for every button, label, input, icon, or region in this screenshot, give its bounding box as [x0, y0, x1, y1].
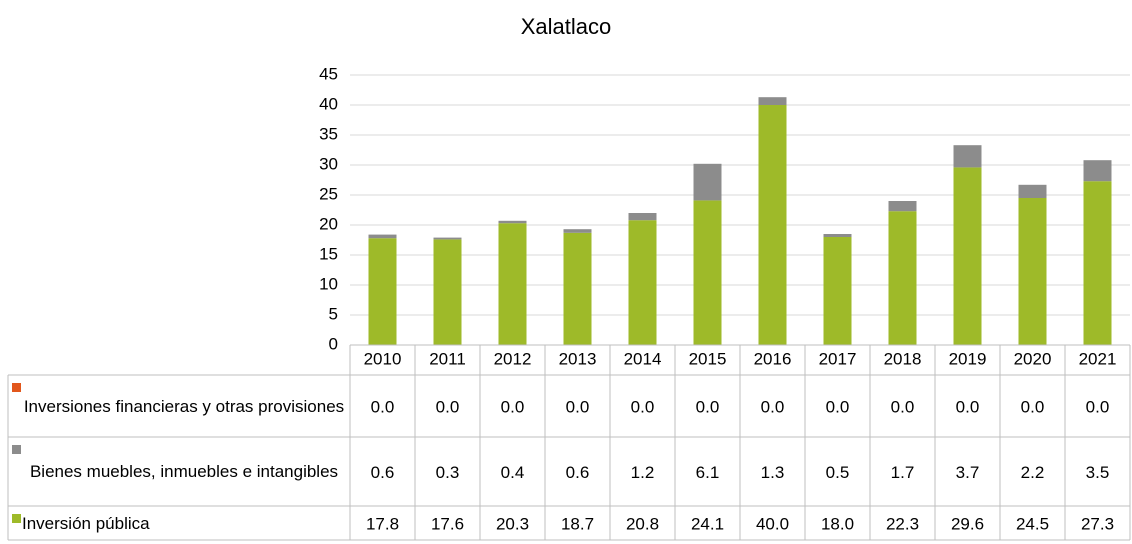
legend-label: Inversiones financieras y otras provisio… [23, 396, 345, 416]
data-label: 2.2 [1021, 463, 1045, 482]
bar-segment [823, 237, 852, 345]
y-tick-label: 35 [319, 124, 338, 143]
x-tick-label: 2013 [559, 349, 597, 368]
bar-segment [1018, 184, 1047, 198]
legend-swatch [12, 383, 21, 392]
y-tick-label: 40 [319, 94, 338, 113]
data-label: 0.0 [1021, 397, 1045, 416]
bar-segment [1083, 160, 1112, 182]
y-tick-label: 0 [329, 334, 338, 353]
data-label: 0.5 [826, 463, 850, 482]
bar-segment [563, 232, 592, 345]
x-tick-label: 2015 [689, 349, 727, 368]
bar-segment [693, 163, 722, 201]
bar-segment [758, 97, 787, 105]
data-label: 0.0 [696, 397, 720, 416]
data-label: 0.0 [1086, 397, 1110, 416]
bar-segment [693, 200, 722, 345]
bar-segment [823, 234, 852, 237]
data-label: 0.4 [501, 463, 525, 482]
bar-segment [888, 211, 917, 345]
legend-swatch [12, 514, 21, 523]
bar-segment [433, 239, 462, 345]
bar-segment [888, 201, 917, 212]
x-tick-label: 2011 [429, 349, 466, 368]
bar-segment [563, 229, 592, 233]
data-label: 0.0 [826, 397, 850, 416]
bar-segment [758, 105, 787, 345]
legend-label-box: Bienes muebles, inmuebles e intangibles [29, 462, 339, 481]
data-label: 3.7 [956, 463, 980, 482]
y-tick-label: 15 [319, 244, 338, 263]
data-label: 1.7 [891, 463, 915, 482]
bar-segment [368, 238, 397, 345]
legend-label: Bienes muebles, inmuebles e intangibles [29, 462, 339, 481]
x-tick-label: 2018 [884, 349, 922, 368]
data-label: 0.0 [371, 397, 395, 416]
bar-segment [953, 167, 982, 345]
data-label: 6.1 [696, 463, 720, 482]
x-tick-label: 2010 [364, 349, 402, 368]
y-tick-label: 25 [319, 184, 338, 203]
data-label: 40.0 [756, 514, 789, 533]
data-label: 24.5 [1016, 514, 1049, 533]
x-tick-label: 2014 [624, 349, 662, 368]
bar-segment [628, 220, 657, 345]
x-tick-label: 2012 [494, 349, 532, 368]
data-label: 0.0 [761, 397, 785, 416]
data-label: 20.8 [626, 514, 659, 533]
legend-label-box: Inversiones financieras y otras provisio… [23, 396, 345, 416]
bar-segment [953, 145, 982, 168]
data-label: 0.6 [566, 463, 590, 482]
x-tick-label: 2019 [949, 349, 987, 368]
data-label: 0.0 [891, 397, 915, 416]
bar-segment [628, 213, 657, 221]
data-label: 22.3 [886, 514, 919, 533]
legend-swatch [12, 445, 21, 454]
data-label: 0.0 [501, 397, 525, 416]
x-tick-label: 2020 [1014, 349, 1052, 368]
bar-segment [368, 234, 397, 239]
bar-segment [1018, 198, 1047, 345]
x-tick-label: 2016 [754, 349, 792, 368]
data-label: 3.5 [1086, 463, 1110, 482]
data-label: 18.0 [821, 514, 854, 533]
data-label: 0.0 [956, 397, 980, 416]
data-label: 18.7 [561, 514, 594, 533]
y-tick-label: 10 [319, 274, 338, 293]
legend-label: Inversión pública [22, 513, 150, 533]
data-label: 20.3 [496, 514, 529, 533]
x-tick-label: 2017 [819, 349, 857, 368]
bar-segment [433, 237, 462, 240]
data-label: 27.3 [1081, 514, 1114, 533]
data-label: 24.1 [691, 514, 724, 533]
x-tick-label: 2021 [1079, 349, 1117, 368]
data-label: 0.3 [436, 463, 460, 482]
bar-segment [1083, 181, 1112, 345]
legend-label-box: Inversión pública [22, 513, 150, 533]
data-label: 1.3 [761, 463, 785, 482]
data-label: 17.8 [366, 514, 399, 533]
y-tick-label: 20 [319, 214, 338, 233]
data-label: 1.2 [631, 463, 655, 482]
y-tick-label: 5 [329, 304, 338, 323]
data-label: 0.0 [566, 397, 590, 416]
bar-segment [498, 223, 527, 345]
data-label: 0.0 [436, 397, 460, 416]
y-tick-label: 45 [319, 64, 338, 83]
bar-segment [498, 220, 527, 224]
data-label: 29.6 [951, 514, 984, 533]
data-label: 0.0 [631, 397, 655, 416]
data-label: 17.6 [431, 514, 464, 533]
chart-title: Xalatlaco [521, 14, 612, 39]
y-tick-label: 30 [319, 154, 338, 173]
data-label: 0.6 [371, 463, 395, 482]
